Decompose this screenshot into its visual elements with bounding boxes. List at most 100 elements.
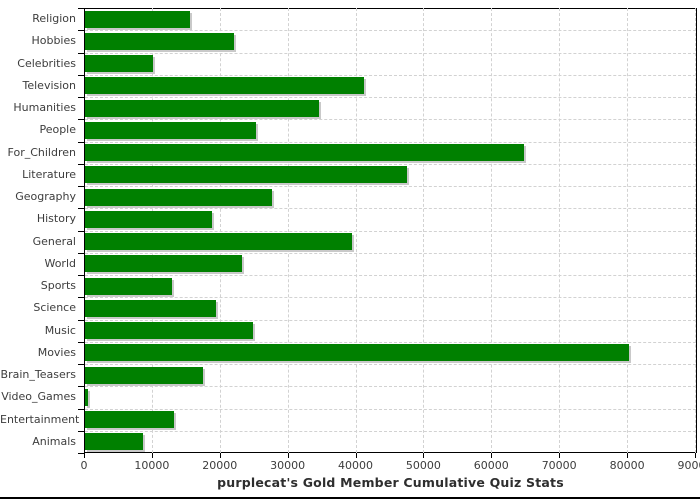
- category-label: Movies: [37, 345, 76, 359]
- y-axis-tick: [78, 208, 84, 210]
- category-label: Geography: [15, 190, 76, 204]
- bar-brain-teasers: [85, 366, 204, 384]
- y-axis-tick: [78, 230, 84, 232]
- horizontal-gridline: [85, 52, 696, 54]
- bar-animals: [85, 433, 143, 451]
- category-label: Brain_Teasers: [0, 368, 76, 382]
- x-axis-tick: [355, 453, 357, 458]
- category-label: World: [44, 256, 76, 270]
- bottom-border-rule: [0, 497, 700, 499]
- y-axis-tick: [78, 186, 84, 187]
- y-axis-tick: [78, 74, 84, 76]
- horizontal-gridline: [85, 297, 696, 299]
- x-axis-tick: [491, 453, 493, 458]
- horizontal-gridline: [85, 275, 696, 276]
- category-label: Television: [22, 78, 77, 92]
- x-axis-tick-label: 90000: [677, 459, 700, 472]
- category-label: Hobbies: [31, 34, 76, 48]
- y-axis-tick: [78, 386, 84, 388]
- bar-movies: [85, 344, 629, 362]
- y-axis-tick: [78, 341, 84, 343]
- x-axis-tick: [219, 453, 221, 458]
- x-axis-tick: [627, 453, 629, 458]
- y-axis-tick: [78, 119, 84, 121]
- y-axis-tick: [78, 319, 84, 321]
- horizontal-gridline: [85, 364, 696, 365]
- horizontal-gridline: [85, 74, 696, 76]
- x-axis-tick-label: 80000: [609, 459, 645, 472]
- bar-video-games: [85, 388, 89, 406]
- bar-history: [85, 210, 212, 228]
- bar-general: [85, 233, 352, 251]
- horizontal-gridline: [85, 141, 696, 143]
- bar-people: [85, 121, 257, 139]
- bar-sports: [85, 277, 172, 295]
- y-axis-tick: [78, 163, 84, 165]
- horizontal-gridline: [85, 341, 696, 343]
- y-axis-tick: [78, 252, 84, 254]
- x-axis-tick-label: 10000: [134, 459, 170, 472]
- horizontal-gridline: [85, 97, 696, 98]
- category-label: Animals: [32, 434, 76, 448]
- bar-world: [85, 255, 243, 273]
- x-axis-tick: [694, 453, 696, 458]
- y-axis-tick: [78, 30, 84, 32]
- category-label: Religion: [32, 12, 76, 26]
- bar-geography: [85, 188, 273, 206]
- y-axis-tick: [78, 297, 84, 299]
- y-axis-tick: [78, 275, 84, 276]
- y-axis-tick: [78, 430, 84, 432]
- x-axis-tick-label: 70000: [541, 459, 577, 472]
- horizontal-gridline: [85, 408, 696, 410]
- chart-title: purplecat's Gold Member Cumulative Quiz …: [217, 475, 564, 490]
- category-label: Humanities: [13, 101, 76, 115]
- horizontal-gridline: [85, 163, 696, 165]
- x-axis-tick-label: 60000: [473, 459, 509, 472]
- x-axis-tick-label: 30000: [270, 459, 306, 472]
- bar-science: [85, 299, 217, 317]
- horizontal-gridline: [85, 119, 696, 121]
- bar-celebrities: [85, 55, 153, 73]
- x-axis-tick: [151, 453, 153, 458]
- horizontal-gridline: [85, 430, 696, 432]
- category-label: Celebrities: [17, 56, 76, 70]
- x-axis-tick-label: 50000: [405, 459, 441, 472]
- bar-television: [85, 77, 364, 95]
- horizontal-gridline: [85, 252, 696, 254]
- bar-hobbies: [85, 32, 235, 50]
- bar-music: [85, 322, 253, 340]
- horizontal-gridline: [85, 30, 696, 32]
- y-axis-tick: [78, 52, 84, 54]
- horizontal-gridline: [85, 186, 696, 187]
- y-axis-tick: [78, 453, 84, 454]
- x-axis-tick: [423, 453, 425, 458]
- x-axis-tick: [559, 453, 561, 458]
- category-label: History: [36, 212, 76, 226]
- category-label: People: [39, 123, 76, 137]
- category-label: Literature: [22, 167, 76, 181]
- category-label: Video_Games: [1, 390, 76, 404]
- x-axis-tick-label: 40000: [338, 459, 374, 472]
- category-label: General: [32, 234, 76, 248]
- x-axis-tick: [287, 453, 289, 458]
- category-label: Entertainment: [0, 412, 80, 426]
- horizontal-gridline: [85, 230, 696, 232]
- bar-entertainment: [85, 411, 174, 429]
- category-label: For_Children: [7, 145, 76, 159]
- x-axis-tick-label: 20000: [202, 459, 238, 472]
- bar-religion: [85, 10, 191, 28]
- bar-humanities: [85, 99, 320, 117]
- category-label: Sports: [40, 279, 76, 293]
- category-label: Music: [44, 323, 76, 337]
- y-axis-tick: [78, 364, 84, 365]
- bar-literature: [85, 166, 407, 184]
- y-axis-tick: [78, 141, 84, 143]
- x-axis-tick: [84, 453, 85, 458]
- category-label: Science: [33, 301, 76, 315]
- bar-for-children: [85, 144, 524, 162]
- horizontal-gridline: [85, 319, 696, 321]
- horizontal-gridline: [85, 386, 696, 388]
- y-axis-tick: [78, 8, 84, 9]
- x-axis-tick-label: 0: [80, 459, 88, 472]
